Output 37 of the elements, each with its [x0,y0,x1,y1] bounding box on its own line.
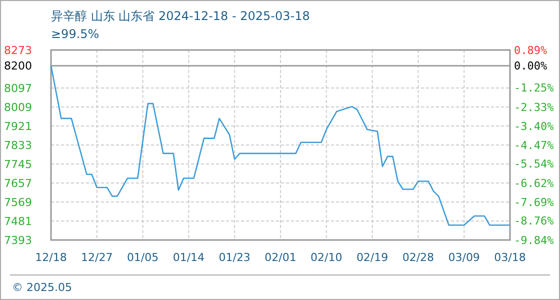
y2-tick-label: -2.33% [514,100,554,114]
y2-tick-label: -1.25% [514,82,554,95]
y2-tick-label: -8.76% [514,214,554,228]
y-tick-label: 7921 [4,120,32,133]
y-tick-label: 7569 [4,196,32,209]
y2-tick-label: -9.84% [514,234,554,247]
y-tick-label: 8200 [4,60,32,73]
y-tick-label: 8009 [4,100,32,114]
x-tick-label: 01/05 [126,251,159,264]
y-tick-label: 7657 [4,176,32,190]
y-tick-label: 8273 [4,44,32,57]
y2-tick-label: -6.62% [514,176,554,190]
x-tick-label: 01/23 [218,251,250,264]
line-series [50,65,511,226]
y2-tick-label: 0.89% [514,44,548,57]
y2-tick-label: -7.69% [514,196,554,209]
x-tick-label: 02/10 [310,251,342,264]
x-tick-label: 02/19 [356,251,388,264]
y2-tick-label: -5.54% [514,158,554,171]
x-tick-label: 01/14 [172,251,205,264]
x-tick-label: 02/01 [264,251,296,264]
text: © 2025.05 [12,281,72,294]
x-tick-label: 02/28 [402,251,434,264]
y2-tick-label: -4.47% [514,138,554,152]
y-tick-label: 8097 [4,82,32,95]
x-tick-label: 03/18 [494,251,526,264]
y2-tick-label: 0.00% [514,60,548,73]
y-tick-label: 7833 [4,138,32,152]
y-tick-label: 7745 [4,158,32,171]
x-tick-label: 12/18 [35,251,67,264]
x-tick-label: 12/27 [81,251,113,264]
chart-title: 异辛醇 山东 山东省 2024-12-18 - 2025-03-18 [51,9,310,23]
x-tick-label: 03/09 [448,251,480,264]
chart-subtitle: ≥99.5% [51,27,100,41]
y-tick-label: 7481 [4,214,32,228]
y-tick-label: 7393 [4,234,32,247]
y2-tick-label: -3.40% [514,120,554,133]
